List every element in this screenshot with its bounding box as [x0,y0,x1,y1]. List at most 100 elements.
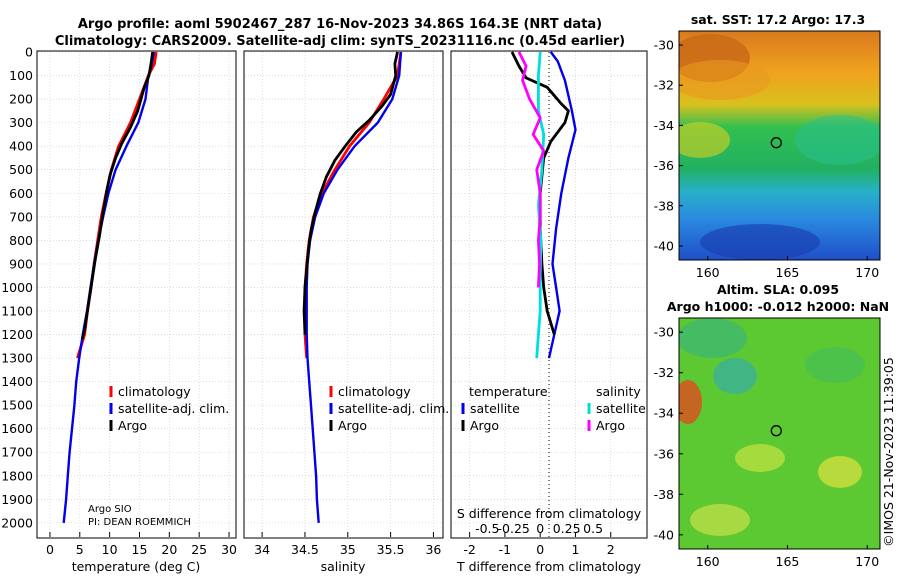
y-tick-label: 1800 [1,468,33,483]
x-tick-label: 34 [254,542,270,557]
x-tick-label: 0 [536,542,544,557]
x-tick-label: 0 [46,542,54,557]
map-x-tick-label: 170 [855,554,879,569]
sla-map [679,318,880,549]
axis-ticks: 0100200300400500600700800900100011001200… [1,45,615,558]
sst-map-title: sat. SST: 17.2 Argo: 17.3 [691,12,865,27]
s-difference-axis-label: S difference from climatology [457,506,642,521]
legend-label-argo: Argo [338,418,367,433]
sst-map-frame [678,30,881,261]
sst-map [679,31,880,260]
x-tick-label: 2 [607,542,615,557]
x-tick-label: 15 [132,542,148,557]
sla-map-title-1: Altim. SLA: 0.095 [717,282,839,297]
map-x-tick-label: 160 [696,265,720,280]
map-y-tick-label: -40 [654,527,674,542]
y-tick-label: 1600 [1,421,33,436]
x-tick-label: 10 [102,542,118,557]
title-line-1: Argo profile: aoml 5902467_287 16-Nov-20… [78,17,602,32]
y-tick-label: 1100 [1,303,33,318]
map-y-tick-label: -30 [654,325,674,340]
map-y-tick-label: -34 [654,118,674,133]
y-tick-label: 800 [9,233,33,248]
sst-warm-patch [679,60,770,100]
legend-label-argo: Argo [118,418,147,433]
series-line-salinity-argo [517,51,546,288]
map-x-tick-label: 165 [776,554,800,569]
map-y-tick-label: -38 [654,487,674,502]
s-tick-label: 0.5 [583,521,603,536]
imos-watermark: ©IMOS 21-Nov-2023 11:39:05 [881,357,896,547]
map-y-tick-label: -32 [654,78,674,93]
legend-label-sal-argo: Argo [596,418,625,433]
argo-position-marker [770,425,782,437]
x-tick-label: -2 [463,542,475,557]
sla-high-patch [679,380,702,424]
sla-high-patch [818,456,862,488]
series-line-satellite-adj-clim- [305,51,403,523]
map-x-tick-label: 165 [776,265,800,280]
data-series [62,51,577,524]
sla-high-patch [690,504,750,536]
x-tick-label: 5 [76,542,84,557]
x-tick-label: -1 [499,542,511,557]
y-tick-label: 0 [25,45,33,60]
y-tick-label: 200 [9,92,33,107]
s-tick-label: 0.25 [553,521,581,536]
legend-title-salinity: salinity [596,384,641,399]
map-x-tick-label: 160 [696,554,720,569]
legend-label-satellite: satellite-adj. clim. [338,401,449,416]
sst-cool-patch [795,115,880,165]
title-line-2: Climatology: CARS2009. Satellite-adj cli… [55,34,625,49]
s-tick-label: 0 [536,521,544,536]
legend-label-temp-argo: Argo [470,418,499,433]
y-tick-label: 700 [9,209,33,224]
legend-title-temperature: temperature [469,384,548,399]
map-y-tick-label: -36 [654,158,674,173]
t-difference-axis-label: T difference from climatology [456,559,642,574]
map-y-tick-label: -40 [654,238,674,253]
credit-pi: PI: DEAN ROEMMICH [88,517,191,528]
sla-high-patch [735,444,785,472]
sst-cold-patch [700,224,820,260]
y-tick-label: 1900 [1,492,33,507]
x-tick-label: 35 [340,542,356,557]
map-y-tick-label: -32 [654,365,674,380]
y-tick-label: 1200 [1,327,33,342]
map-y-tick-label: -38 [654,198,674,213]
temperature-axis-label: temperature (deg C) [72,559,201,574]
map-y-tick-label: -30 [654,38,674,53]
argo-position-marker [770,137,782,149]
sst-warm-patch [679,122,730,158]
series-line-temperature-satellite [547,51,577,359]
series-line-temperature-argo [510,51,570,335]
x-tick-label: 35.5 [377,542,405,557]
legend-label-temp-satellite: satellite [470,401,520,416]
sla-low-patch [805,347,865,383]
y-tick-label: 2000 [1,515,33,530]
y-tick-label: 400 [9,139,33,154]
y-tick-label: 1300 [1,351,33,366]
series-line-salinity-satellite [535,51,546,359]
x-tick-label: 36 [425,542,441,557]
x-tick-label: 1 [571,542,579,557]
s-tick-label: -0.25 [498,521,530,536]
salinity-axis-label: salinity [321,559,366,574]
series-line-argo [302,51,399,335]
y-tick-label: 1700 [1,445,33,460]
legend-label-climatology: climatology [338,384,411,399]
x-tick-label: 34.5 [291,542,319,557]
y-tick-label: 1000 [1,280,33,295]
salinity-legend: climatology satellite-adj. clim. Argo [329,384,449,433]
x-tick-label: 20 [161,542,177,557]
y-tick-label: 300 [9,115,33,130]
map-axis-ticks: -30 -32 -34 -36 -38 -40 160 165 170 -30 -32 -34 -36 -… [654,38,880,569]
map-x-tick-label: 170 [855,265,879,280]
y-tick-label: 100 [9,68,33,83]
y-tick-label: 1500 [1,398,33,413]
x-tick-label: 25 [191,542,207,557]
sla-map-title-2: Argo h1000: -0.012 h2000: NaN [667,299,889,314]
sla-low-patch [679,318,747,358]
y-tick-label: 500 [9,162,33,177]
